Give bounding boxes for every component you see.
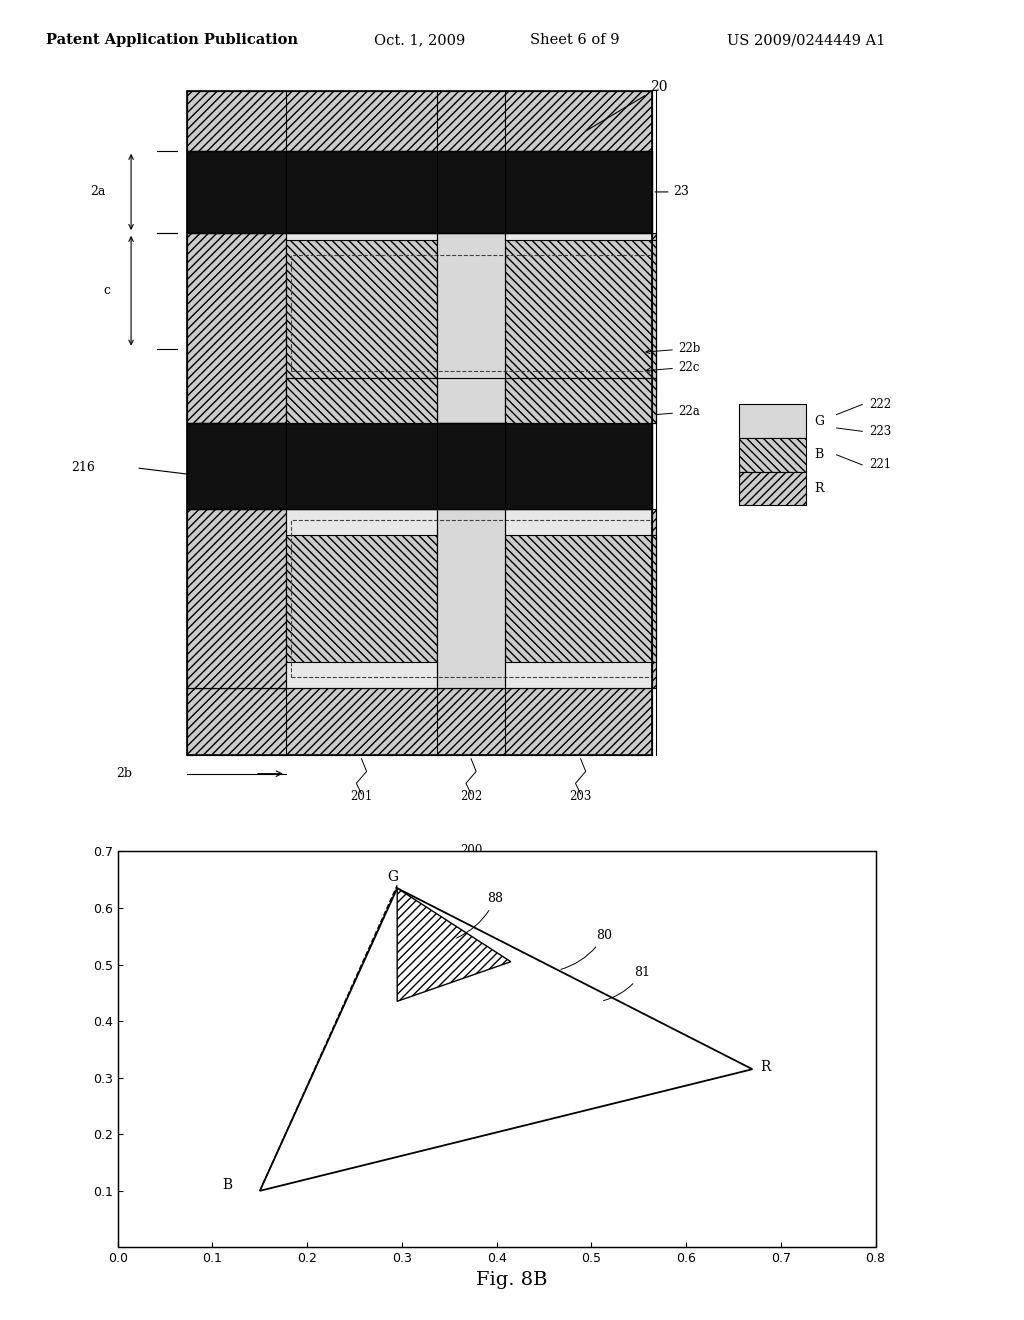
- Bar: [739, 404, 806, 438]
- Text: Oct. 1, 2009: Oct. 1, 2009: [374, 33, 465, 48]
- Text: 20: 20: [586, 81, 668, 131]
- Text: Patent Application Publication: Patent Application Publication: [46, 33, 298, 48]
- Bar: [437, 510, 505, 688]
- Bar: [187, 510, 286, 688]
- Bar: [187, 91, 652, 755]
- Bar: [652, 232, 656, 424]
- Bar: [291, 520, 651, 677]
- Bar: [187, 688, 652, 755]
- Text: Fig. 8A: Fig. 8A: [374, 895, 445, 913]
- Bar: [291, 255, 651, 371]
- Text: 203: 203: [569, 789, 592, 803]
- Text: B: B: [814, 449, 823, 461]
- Text: 202: 202: [460, 789, 482, 803]
- Text: 80: 80: [561, 929, 612, 969]
- Bar: [187, 91, 652, 150]
- Text: 22a: 22a: [646, 405, 699, 418]
- Bar: [286, 379, 437, 424]
- Text: US 2009/0244449 A1: US 2009/0244449 A1: [727, 33, 886, 48]
- Bar: [505, 379, 656, 424]
- Text: 22c: 22c: [646, 360, 699, 374]
- Bar: [187, 232, 286, 424]
- Bar: [286, 240, 437, 393]
- Text: 200: 200: [460, 845, 482, 857]
- Bar: [505, 535, 656, 661]
- Text: 221: 221: [869, 458, 892, 471]
- Text: G: G: [814, 414, 824, 428]
- Bar: [652, 510, 656, 688]
- Text: 216: 216: [72, 462, 95, 474]
- Bar: [739, 438, 806, 471]
- Bar: [739, 471, 806, 506]
- Text: 22b: 22b: [646, 342, 700, 355]
- Text: Fig. 8B: Fig. 8B: [476, 1271, 548, 1290]
- Polygon shape: [397, 888, 511, 1002]
- Bar: [187, 510, 652, 688]
- Text: 2b: 2b: [116, 767, 132, 780]
- Bar: [505, 240, 656, 393]
- Bar: [187, 232, 652, 424]
- Bar: [437, 232, 505, 424]
- Text: R: R: [760, 1060, 770, 1074]
- Text: 223: 223: [869, 425, 892, 438]
- Text: B: B: [222, 1179, 232, 1192]
- Text: 88: 88: [457, 892, 503, 939]
- Text: 81: 81: [603, 966, 650, 1001]
- Text: Sheet 6 of 9: Sheet 6 of 9: [530, 33, 620, 48]
- Text: 201: 201: [350, 789, 373, 803]
- Text: 222: 222: [869, 399, 892, 411]
- Text: R: R: [814, 482, 823, 495]
- Text: G: G: [388, 870, 398, 884]
- Bar: [187, 424, 652, 510]
- Bar: [286, 535, 437, 661]
- Text: c: c: [103, 284, 111, 297]
- Text: 2a: 2a: [90, 185, 105, 198]
- Text: 23: 23: [673, 185, 689, 198]
- Bar: [187, 150, 652, 232]
